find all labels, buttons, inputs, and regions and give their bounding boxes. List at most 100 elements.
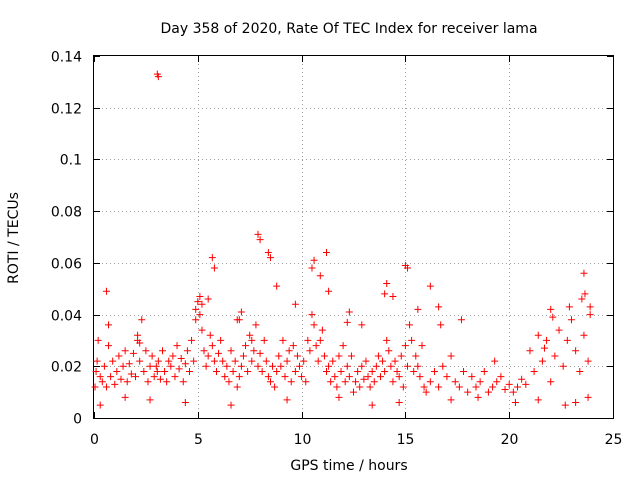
- data-point: [354, 367, 362, 375]
- data-point: [167, 362, 175, 370]
- data-point: [134, 331, 142, 339]
- data-point: [277, 362, 285, 370]
- data-point: [383, 280, 391, 288]
- y-tick-label: 0: [73, 412, 82, 428]
- data-point: [153, 367, 161, 375]
- data-point: [534, 396, 542, 404]
- data-point: [345, 308, 353, 316]
- grid-lines: [94, 56, 613, 418]
- data-point: [343, 362, 351, 370]
- data-point: [406, 321, 414, 329]
- data-point: [327, 378, 335, 386]
- data-point: [233, 383, 241, 391]
- data-point: [198, 300, 206, 308]
- data-point: [125, 360, 133, 368]
- x-tick-label: 20: [501, 432, 519, 448]
- data-point: [426, 282, 434, 290]
- data-point: [235, 373, 243, 381]
- data-point: [196, 311, 204, 319]
- data-point: [457, 316, 465, 324]
- data-point: [549, 313, 557, 321]
- x-tick-label: 0: [90, 432, 99, 448]
- data-point: [314, 357, 322, 365]
- data-point: [451, 378, 459, 386]
- data-point: [472, 383, 480, 391]
- data-point: [559, 362, 567, 370]
- data-point: [175, 365, 183, 373]
- data-point: [399, 383, 407, 391]
- data-point: [493, 378, 501, 386]
- data-point: [169, 352, 177, 360]
- data-point: [239, 352, 247, 360]
- y-axis-label: ROTI / TECUs: [6, 192, 22, 284]
- data-point: [237, 362, 245, 370]
- y-tick-label: 0.02: [51, 360, 82, 376]
- data-point: [339, 342, 347, 350]
- data-point: [129, 349, 137, 357]
- x-tick-label: 15: [397, 432, 415, 448]
- data-point: [572, 398, 580, 406]
- data-point: [489, 383, 497, 391]
- data-point: [94, 336, 102, 344]
- data-point: [258, 367, 266, 375]
- data-point: [196, 292, 204, 300]
- data-point: [117, 375, 125, 383]
- data-point: [300, 357, 308, 365]
- data-point: [144, 378, 152, 386]
- data-point: [136, 339, 144, 347]
- data-point: [202, 362, 210, 370]
- data-point: [100, 362, 108, 370]
- data-point: [206, 331, 214, 339]
- data-point: [497, 373, 505, 381]
- data-point: [183, 347, 191, 355]
- data-point: [572, 347, 580, 355]
- data-point: [306, 347, 314, 355]
- data-point: [192, 305, 200, 313]
- data-point: [530, 367, 538, 375]
- data-point: [171, 373, 179, 381]
- x-tick-label: 5: [194, 432, 203, 448]
- y-tick-label: 0.06: [51, 257, 82, 273]
- data-point: [291, 300, 299, 308]
- data-point: [379, 357, 387, 365]
- data-point: [179, 378, 187, 386]
- data-point: [146, 396, 154, 404]
- data-point: [229, 367, 237, 375]
- data-point: [275, 352, 283, 360]
- data-point: [273, 367, 281, 375]
- data-point: [102, 287, 110, 295]
- data-point: [248, 336, 256, 344]
- data-point: [567, 316, 575, 324]
- data-point: [350, 388, 357, 396]
- data-point: [192, 316, 200, 324]
- data-point: [501, 386, 509, 394]
- data-point: [98, 378, 106, 386]
- data-point: [250, 347, 258, 355]
- x-axis-label: GPS time / hours: [290, 458, 407, 474]
- data-point: [408, 336, 416, 344]
- data-point: [335, 393, 343, 401]
- data-point: [113, 367, 121, 375]
- data-point: [283, 357, 291, 365]
- data-point: [447, 352, 455, 360]
- data-point: [323, 249, 331, 257]
- data-point: [244, 367, 252, 375]
- data-point: [563, 336, 571, 344]
- data-point: [293, 352, 301, 360]
- data-point: [514, 383, 522, 391]
- data-point: [121, 347, 129, 355]
- data-point: [252, 321, 260, 329]
- data-point: [119, 362, 127, 370]
- data-point: [105, 342, 113, 350]
- data-point: [269, 362, 277, 370]
- data-point: [372, 362, 380, 370]
- data-point: [584, 357, 592, 365]
- data-point: [518, 375, 526, 383]
- data-point: [586, 303, 594, 311]
- data-point: [165, 357, 173, 365]
- data-point: [364, 373, 372, 381]
- data-point: [333, 383, 341, 391]
- data-point: [586, 311, 594, 319]
- data-point: [370, 378, 378, 386]
- data-point: [437, 321, 445, 329]
